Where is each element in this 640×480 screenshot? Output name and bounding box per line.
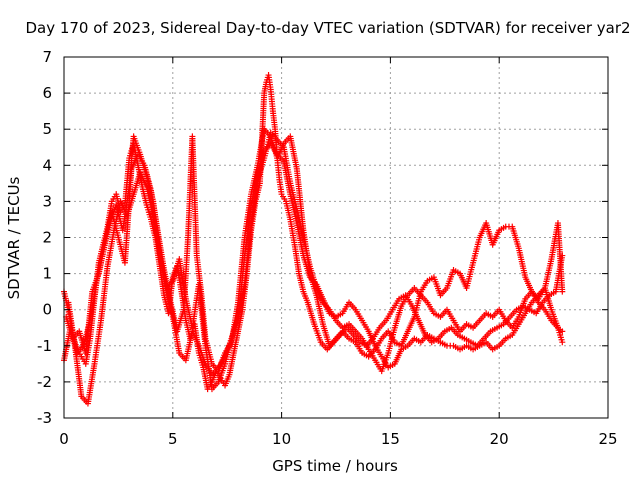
x-tick-label: 20 [490, 430, 509, 448]
grid [64, 57, 608, 418]
series-track-3 [63, 126, 566, 375]
data-point [559, 339, 566, 346]
y-tick-label: 3 [42, 192, 52, 210]
y-tick-label: -1 [37, 337, 52, 355]
y-tick-label: 2 [42, 229, 52, 247]
x-tick-label: 0 [59, 430, 69, 448]
y-tick-label: -2 [37, 373, 52, 391]
x-tick-label: 10 [272, 430, 291, 448]
data-point [559, 328, 566, 335]
series-track-4 [61, 72, 566, 393]
x-tick-label: 15 [381, 430, 400, 448]
y-tick-labels: -3 -2 -1 0 1 2 3 4 5 6 7 [37, 48, 52, 427]
x-tick-label: 5 [168, 430, 178, 448]
y-tick-label: -3 [37, 409, 52, 427]
chart-title: Day 170 of 2023, Sidereal Day-to-day VTE… [25, 19, 630, 37]
y-tick-label: 0 [42, 301, 52, 319]
data-points [61, 72, 566, 407]
y-axis-label: SDTVAR / TECUs [5, 176, 23, 299]
y-tick-label: 5 [42, 120, 52, 138]
data-point [559, 252, 566, 259]
y-tick-label: 4 [42, 156, 52, 174]
tick-marks [63, 56, 609, 419]
x-axis-label: GPS time / hours [272, 457, 398, 475]
y-tick-label: 7 [42, 48, 52, 66]
x-tick-label: 25 [598, 430, 617, 448]
x-tick-labels: 0 5 10 15 20 25 [59, 430, 617, 448]
y-tick-label: 1 [42, 265, 52, 283]
data-point [559, 288, 566, 295]
y-tick-label: 6 [42, 84, 52, 102]
